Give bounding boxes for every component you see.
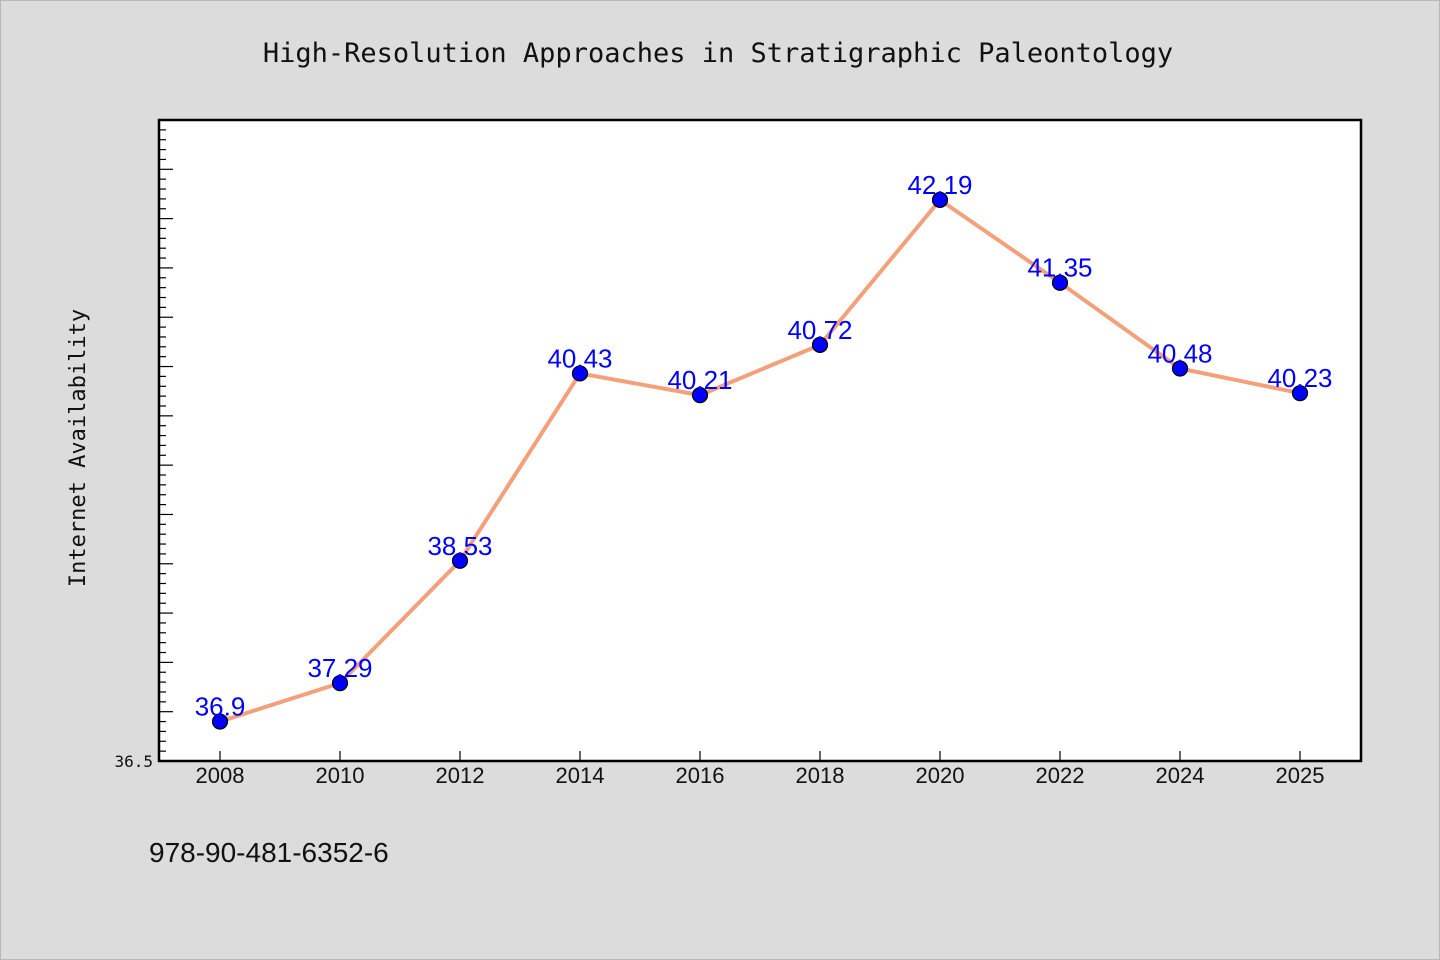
x-tick-label: 2014 [556,763,605,788]
data-label: 36.9 [195,692,246,722]
x-tick-label: 2008 [196,763,245,788]
x-tick-label: 2012 [436,763,485,788]
data-point [571,365,589,382]
series-layer [211,191,1309,730]
data-point [1051,274,1069,291]
data-label: 41.35 [1027,253,1092,283]
data-point [931,191,949,208]
data-label-layer: 36.9 37.29 38.53 40.43 40.21 40.72 42.19 41.35 4… [195,170,1333,722]
x-tick-label: 2022 [1036,763,1085,788]
data-label: 40.72 [787,315,852,345]
data-label: 40.48 [1147,339,1212,369]
y-tick-label: 36.5 [114,752,153,771]
data-label: 40.43 [547,343,612,373]
x-tick-label: 2018 [796,763,845,788]
data-label: 40.23 [1267,363,1332,393]
data-label: 42.19 [907,170,972,200]
x-tick-label: 2010 [316,763,365,788]
data-point [1291,385,1309,402]
series-line [218,197,1302,724]
data-point [811,336,829,353]
x-tick-label: 2025 [1276,763,1325,788]
chart-title: High-Resolution Approaches in Stratigrap… [263,38,1173,69]
data-label: 40.21 [667,365,732,395]
y-axis-ticks: 36.5 [114,129,173,771]
data-point [451,552,469,569]
data-label: 38.53 [427,531,492,561]
data-point [331,674,349,692]
x-tick-label: 2020 [916,763,965,788]
y-axis-label: Internet Availability [66,309,91,587]
data-label: 37.29 [307,653,372,683]
x-tick-label: 2024 [1156,763,1205,788]
x-tick-label: 2016 [676,763,725,788]
plot-area [157,118,1363,763]
data-point [691,387,709,404]
x-axis-ticks: 2008 2010 2012 2014 2016 2018 2020 2022 2024 2025 [196,751,1325,788]
isbn-footer: 978-90-481-6352-6 [149,837,389,868]
data-point [1171,360,1189,377]
data-point [211,713,229,730]
